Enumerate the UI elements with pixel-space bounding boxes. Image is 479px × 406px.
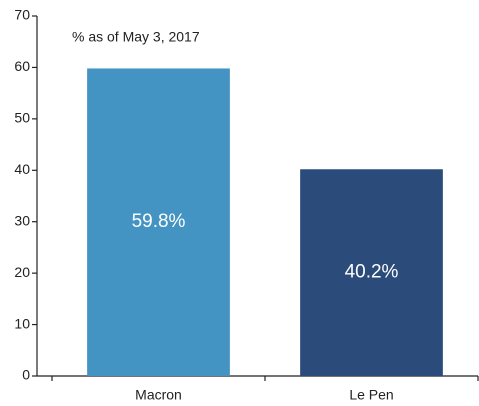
- y-tick-label: 10: [14, 315, 30, 331]
- y-tick-label: 60: [14, 58, 30, 74]
- y-tick-label: 20: [14, 264, 30, 280]
- value-label: 40.2%: [345, 262, 399, 283]
- x-tick-label: Le Pen: [349, 387, 393, 403]
- y-tick-label: 30: [14, 212, 30, 228]
- y-tick-label: 0: [22, 367, 30, 383]
- bar: [300, 169, 443, 376]
- bar: [87, 68, 230, 376]
- y-tick-label: 50: [14, 110, 30, 126]
- value-label: 59.8%: [132, 211, 186, 232]
- x-tick-label: Macron: [135, 387, 182, 403]
- chart-subtitle: % as of May 3, 2017: [72, 29, 200, 45]
- y-tick-label: 40: [14, 161, 30, 177]
- y-tick-label: 70: [14, 7, 30, 23]
